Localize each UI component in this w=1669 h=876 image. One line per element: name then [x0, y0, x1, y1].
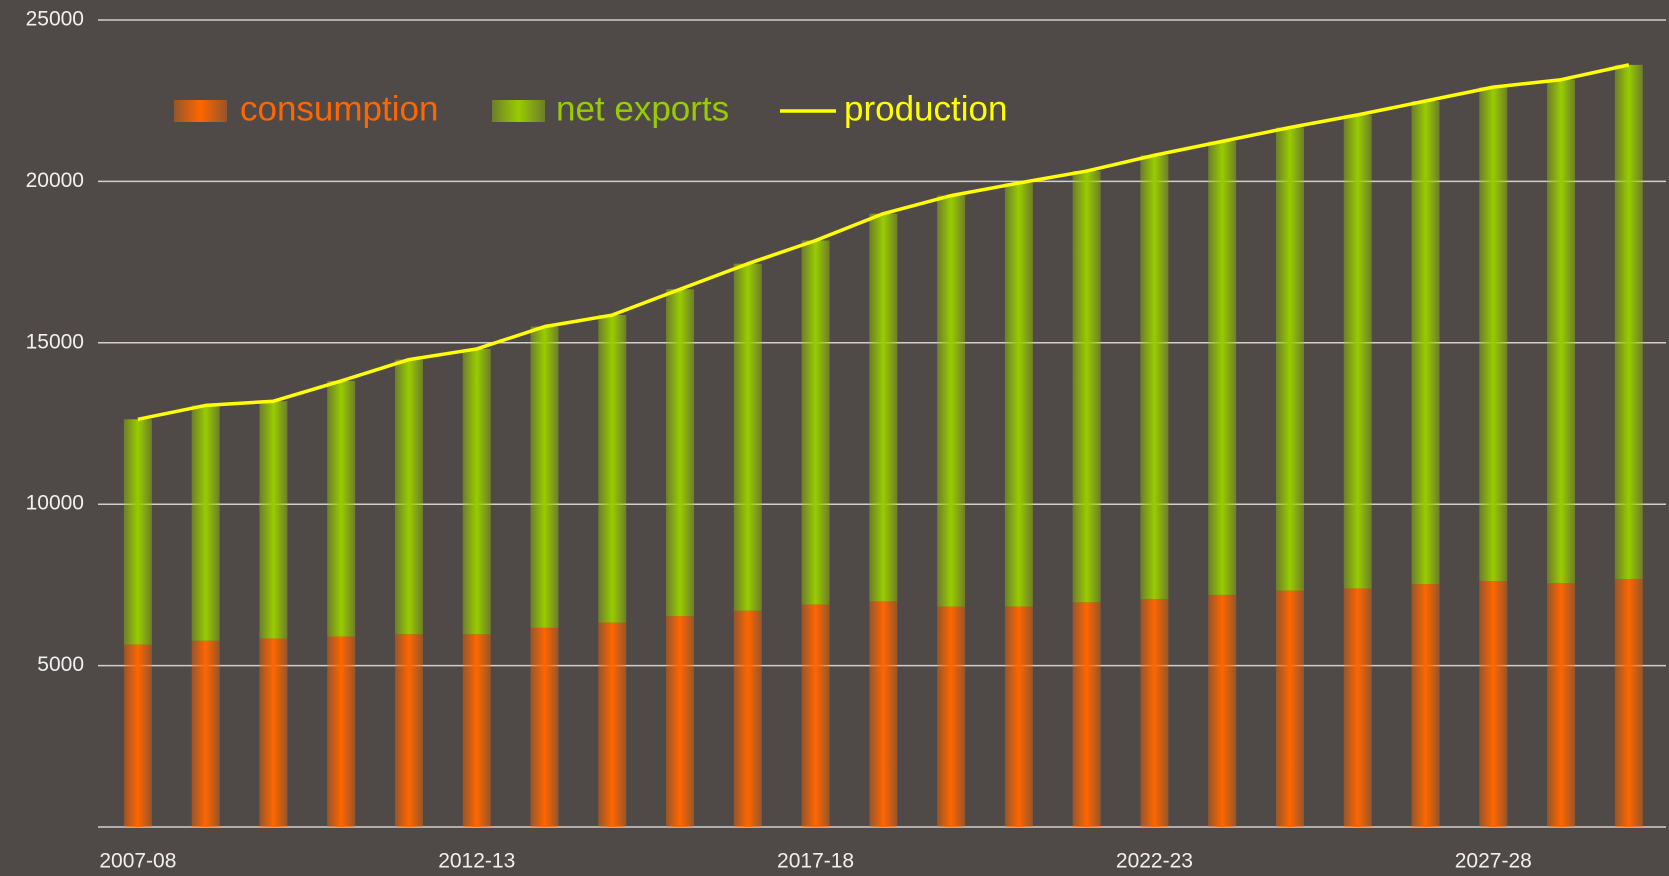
bar	[191, 640, 220, 827]
bar	[733, 610, 762, 827]
bar	[801, 240, 830, 605]
bar	[530, 326, 559, 628]
x-tick-label: 2017-18	[777, 850, 854, 873]
bar	[869, 213, 898, 602]
bar	[1004, 183, 1033, 607]
bar	[1479, 87, 1508, 582]
y-tick-label: 20000	[26, 169, 84, 192]
bar	[1072, 602, 1101, 827]
production-line	[137, 63, 1630, 422]
legend-label: consumption	[240, 89, 438, 128]
y-tick-label: 5000	[37, 653, 84, 676]
bar	[327, 380, 356, 637]
bar	[1275, 127, 1304, 591]
bar	[462, 348, 491, 635]
bar	[1275, 590, 1304, 827]
bar	[123, 419, 152, 645]
bar	[1140, 155, 1169, 600]
bar	[1614, 64, 1643, 580]
bar	[394, 359, 423, 635]
bar	[123, 644, 152, 827]
x-tick-label: 2027-28	[1455, 850, 1532, 873]
legend-swatch	[174, 100, 227, 122]
y-tick-label: 15000	[26, 330, 84, 353]
bar	[1343, 588, 1372, 827]
bar	[327, 636, 356, 827]
bar	[1004, 606, 1033, 827]
bar	[598, 315, 627, 623]
legend-label: net exports	[556, 89, 729, 128]
legend-swatch	[492, 100, 545, 122]
bar	[598, 622, 627, 827]
bar	[1208, 594, 1237, 827]
bar	[1411, 584, 1440, 827]
bar	[1072, 171, 1101, 603]
bar	[1479, 581, 1508, 827]
bar	[937, 195, 966, 607]
bar	[869, 601, 898, 827]
bar	[259, 401, 288, 639]
legend-label: production	[844, 89, 1007, 128]
bar	[1547, 79, 1576, 584]
bar	[937, 606, 966, 827]
bar	[462, 634, 491, 827]
x-tick-label: 2022-23	[1116, 850, 1193, 873]
bar	[1547, 583, 1576, 827]
bar	[1208, 141, 1237, 595]
bar	[1140, 599, 1169, 827]
bar	[733, 263, 762, 611]
bar	[259, 638, 288, 827]
x-tick-label: 2007-08	[99, 850, 176, 873]
bar	[1343, 114, 1372, 589]
x-tick-label: 2012-13	[438, 850, 515, 873]
bar	[666, 289, 695, 617]
bar	[191, 405, 220, 641]
bar	[801, 604, 830, 827]
bar	[1614, 579, 1643, 827]
bar	[394, 634, 423, 827]
bar	[666, 616, 695, 827]
y-tick-label: 25000	[26, 8, 84, 31]
bar	[1411, 101, 1440, 585]
bar	[530, 627, 559, 827]
y-tick-label: 10000	[26, 492, 84, 515]
